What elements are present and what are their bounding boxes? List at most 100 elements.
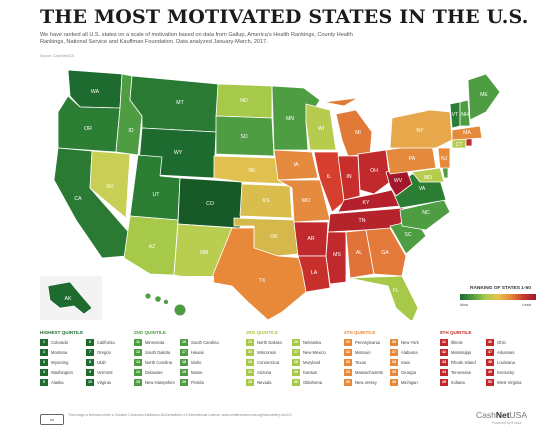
state-label: WA <box>91 89 100 95</box>
license-text: This image is licensed under a Creative … <box>68 413 292 417</box>
state-fl <box>349 275 419 320</box>
state-label: IA <box>294 162 299 168</box>
state-label: KY <box>363 200 370 206</box>
state-label: WV <box>394 178 403 184</box>
quintile-column: HIGHEST QUINTILE 1 Colorado 6 California 2 Mon… <box>40 328 132 388</box>
quintile-list-item: 36 New York <box>390 337 436 347</box>
state-label: FL <box>393 288 399 294</box>
rank-badge: 15 <box>134 379 142 387</box>
quintile-list-item: 29 Kansas <box>292 368 338 378</box>
rank-badge: 3 <box>40 358 48 366</box>
legend-gradient-bar <box>460 294 536 300</box>
state-label: RI <box>475 142 480 148</box>
state-label: OR <box>84 126 92 132</box>
quintile-list-item: 15 New Hampshire <box>134 378 180 388</box>
state-name: Delaware <box>145 370 163 376</box>
state-tx <box>209 227 307 320</box>
us-motivation-map: WA OR CA NV ID MT WY UT CO AZ NM ND SD N… <box>40 69 501 320</box>
rank-badge: 23 <box>246 358 254 366</box>
rank-badge: 33 <box>344 358 352 366</box>
state-name: New Mexico <box>303 349 326 355</box>
rank-badge: 37 <box>390 348 398 356</box>
rank-badge: 40 <box>390 379 398 387</box>
quintile-list-item: 31 Pennsylvania <box>344 337 390 347</box>
state-name: Oklahoma <box>303 380 323 386</box>
rank-badge: 50 <box>486 379 494 387</box>
quintile-list-item: 21 North Dakota <box>246 337 292 347</box>
quintile-list-item: 11 Minnesota <box>134 337 180 347</box>
quintile-list-item: 7 Oregon <box>86 347 132 357</box>
quintile-list-item: 22 Wisconsin <box>246 347 292 357</box>
quintile-heading: 3RD QUINTILE <box>246 330 278 335</box>
quintile-list-item: 35 New Jersey <box>344 378 390 388</box>
state-name: Minnesota <box>145 339 165 345</box>
state-name: Kentucky <box>497 370 515 376</box>
quintile-list-item: 48 Louisiana <box>486 357 532 367</box>
state-name: Idaho <box>191 359 202 365</box>
state-label: MI <box>355 130 361 136</box>
state-name: Massachusetts <box>355 370 383 376</box>
state-sd <box>215 115 275 157</box>
rank-badge: 31 <box>344 338 352 346</box>
state-name: Pennsylvania <box>355 339 380 345</box>
state-name: Virginia <box>97 380 111 386</box>
brand-logo: CashNetUSA <box>476 410 527 420</box>
state-name: Florida <box>191 380 204 386</box>
state-name: Kansas <box>303 370 317 376</box>
quintile-column: 2ND QUINTILE 11 Minnesota 16 South Carolina 1… <box>134 328 226 388</box>
state-name: Wyoming <box>51 359 69 365</box>
rank-badge: 6 <box>86 338 94 346</box>
state-name: West Virginia <box>497 380 522 386</box>
quintile-list-item: 24 Arizona <box>246 368 292 378</box>
quintile-list-item: 39 Georgia <box>390 368 436 378</box>
state-label: VT <box>452 112 459 118</box>
rank-badge: 17 <box>180 348 188 356</box>
quintile-list-item: 1 Colorado <box>40 337 86 347</box>
state-name: Rhode Island <box>451 359 476 365</box>
rank-badge: 14 <box>134 369 142 377</box>
brand-suffix: USA <box>509 410 528 420</box>
state-name: Texas <box>355 359 366 365</box>
state-name: Maine <box>191 370 203 376</box>
state-label: AZ <box>149 244 156 250</box>
state-label: KS <box>263 198 270 204</box>
state-name: North Carolina <box>145 359 172 365</box>
state-label: HI <box>187 308 192 314</box>
state-label: SC <box>404 232 411 238</box>
rank-badge: 16 <box>180 338 188 346</box>
state-nh <box>459 99 471 127</box>
state-me <box>467 73 501 121</box>
state-name: Nebraska <box>303 339 321 345</box>
state-name: Connecticut <box>257 359 280 365</box>
quintile-heading: 5TH QUINTILE <box>440 330 472 335</box>
rank-badge: 12 <box>134 348 142 356</box>
rank-badge: 11 <box>134 338 142 346</box>
creative-commons-badge: cc <box>40 414 64 425</box>
state-label: WI <box>318 126 324 132</box>
source-credit: Source: CashNetUSA <box>40 54 74 58</box>
state-label: MN <box>286 116 294 122</box>
brand-tagline: Powered by Enova <box>492 421 522 425</box>
quintile-list: 41 Illinois 46 Ohio 42 Mississippi 47 Arkansas 4… <box>440 337 532 388</box>
brand-mid: Net <box>495 410 510 420</box>
quintile-list-item: 26 Nebraska <box>292 337 338 347</box>
quintile-list-item: 38 Iowa <box>390 357 436 367</box>
state-label: NV <box>106 184 114 190</box>
rank-badge: 10 <box>86 379 94 387</box>
quintile-list: 1 Colorado 6 California 2 Montana 7 Oregon 3 Wyom… <box>40 337 132 388</box>
state-name: Washington <box>51 370 73 376</box>
state-name: Alabama <box>401 349 418 355</box>
state-name: Iowa <box>401 359 410 365</box>
rank-badge: 4 <box>40 369 48 377</box>
rank-badge: 34 <box>344 369 352 377</box>
rank-badge: 41 <box>440 338 448 346</box>
state-name: Montana <box>51 349 68 355</box>
quintile-column: 4TH QUINTILE 31 Pennsylvania 36 New York 32 Mi… <box>344 328 436 388</box>
rank-badge: 45 <box>440 379 448 387</box>
state-label: WY <box>174 150 183 156</box>
state-label: PA <box>409 156 416 162</box>
state-nj <box>437 147 451 169</box>
state-name: Alaska <box>51 380 64 386</box>
state-name: Arizona <box>257 370 272 376</box>
state-il <box>313 151 345 213</box>
